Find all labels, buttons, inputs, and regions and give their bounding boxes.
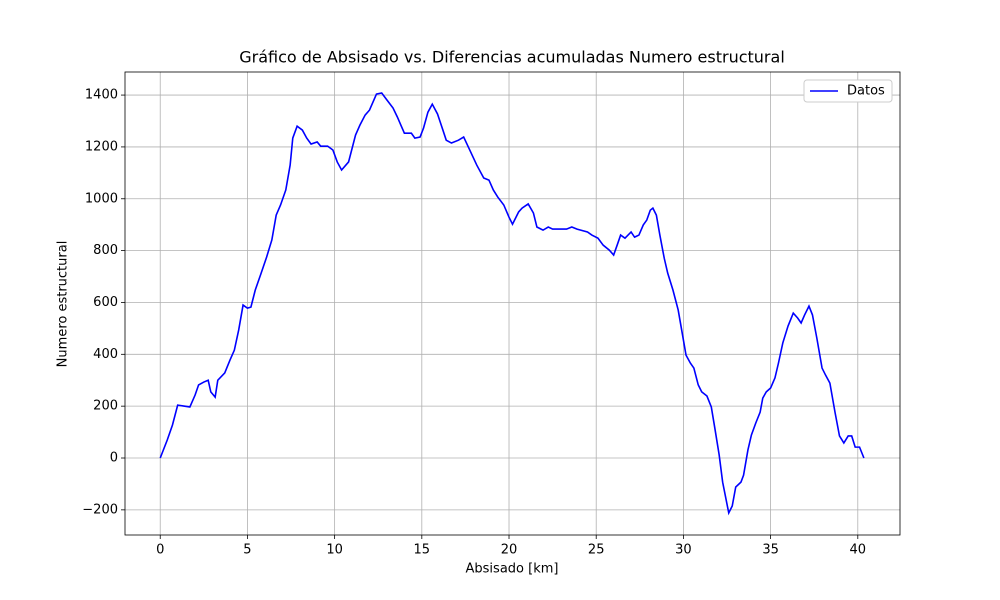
y-tick-label: 200	[93, 399, 118, 414]
y-tick-label: 1000	[85, 191, 118, 206]
x-axis-label: Absisado [km]	[466, 562, 559, 577]
y-tick-label: 1400	[85, 88, 118, 103]
y-tick-label: 0	[110, 451, 118, 466]
y-tick-label: 600	[93, 295, 118, 310]
x-tick-label: 35	[762, 543, 779, 558]
chart-title: Gráfico de Absisado vs. Diferencias acum…	[239, 48, 785, 67]
x-tick-label: 40	[850, 543, 867, 558]
x-tick-label: 10	[326, 543, 343, 558]
y-tick-label: 1200	[85, 139, 118, 154]
y-tick-label: 800	[93, 243, 118, 258]
y-axis-label: Numero estructural	[56, 241, 71, 368]
y-tick-label: 400	[93, 347, 118, 362]
x-tick-label: 30	[675, 543, 692, 558]
y-tick-label: −200	[82, 502, 118, 517]
x-tick-label: 20	[501, 543, 518, 558]
data-line	[159, 92, 865, 516]
legend-label: Datos	[847, 84, 885, 99]
x-tick-label: 25	[588, 543, 605, 558]
x-tick-label: 15	[414, 543, 431, 558]
legend-box	[803, 79, 893, 103]
plot-frame	[124, 71, 901, 536]
x-tick-label: 5	[243, 543, 251, 558]
x-tick-label: 0	[156, 543, 164, 558]
